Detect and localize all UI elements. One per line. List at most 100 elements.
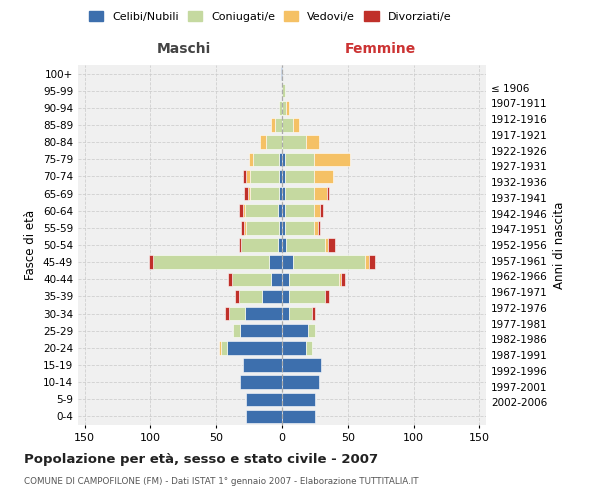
Bar <box>282 307 289 320</box>
Bar <box>289 307 312 320</box>
Legend: Celibi/Nubili, Coniugati/e, Vedovi/e, Divorziati/e: Celibi/Nubili, Coniugati/e, Vedovi/e, Di… <box>86 8 454 25</box>
Bar <box>282 101 286 114</box>
Bar <box>282 118 293 132</box>
Bar <box>232 272 271 286</box>
Bar <box>314 152 350 166</box>
Text: Maschi: Maschi <box>157 42 211 56</box>
Bar <box>260 136 266 149</box>
Y-axis label: Anni di nascita: Anni di nascita <box>553 202 566 288</box>
Bar <box>305 341 312 354</box>
Bar <box>282 324 308 338</box>
Bar <box>239 238 241 252</box>
Bar <box>282 341 305 354</box>
Bar <box>233 324 240 338</box>
Bar <box>269 256 282 269</box>
Bar <box>314 204 320 218</box>
Bar <box>227 341 282 354</box>
Bar <box>293 118 299 132</box>
Bar <box>281 67 282 80</box>
Bar <box>282 221 284 234</box>
Bar <box>327 187 329 200</box>
Bar <box>325 290 329 303</box>
Bar <box>250 187 280 200</box>
Bar <box>247 170 250 183</box>
Bar <box>253 152 280 166</box>
Text: COMUNE DI CAMPOFILONE (FM) - Dati ISTAT 1° gennaio 2007 - Elaborazione TUTTITALI: COMUNE DI CAMPOFILONE (FM) - Dati ISTAT … <box>24 478 419 486</box>
Bar <box>278 238 282 252</box>
Bar <box>282 238 286 252</box>
Bar <box>244 221 247 234</box>
Bar <box>286 101 289 114</box>
Bar <box>250 170 280 183</box>
Bar <box>240 324 282 338</box>
Y-axis label: Fasce di età: Fasce di età <box>25 210 37 280</box>
Bar <box>282 392 315 406</box>
Bar <box>149 256 153 269</box>
Bar <box>284 170 314 183</box>
Bar <box>226 307 229 320</box>
Bar <box>249 152 253 166</box>
Bar <box>271 118 275 132</box>
Bar <box>282 358 322 372</box>
Bar <box>282 272 289 286</box>
Bar <box>240 376 282 389</box>
Bar <box>280 170 282 183</box>
Bar <box>320 204 323 218</box>
Bar <box>282 152 284 166</box>
Bar <box>289 290 325 303</box>
Bar <box>328 238 335 252</box>
Bar <box>282 290 289 303</box>
Bar <box>275 118 282 132</box>
Bar <box>248 187 250 200</box>
Bar <box>247 221 280 234</box>
Bar <box>219 341 221 354</box>
Bar <box>305 136 319 149</box>
Bar <box>308 324 315 338</box>
Text: Femmine: Femmine <box>344 42 416 56</box>
Bar <box>245 204 278 218</box>
Bar <box>235 290 239 303</box>
Bar <box>239 204 242 218</box>
Bar <box>242 170 247 183</box>
Bar <box>341 272 345 286</box>
Bar <box>280 187 282 200</box>
Bar <box>284 221 314 234</box>
Bar <box>282 187 284 200</box>
Bar <box>278 204 282 218</box>
Bar <box>312 307 315 320</box>
Bar <box>282 410 315 423</box>
Bar <box>228 272 232 286</box>
Bar <box>271 272 282 286</box>
Bar <box>314 170 334 183</box>
Bar <box>280 152 282 166</box>
Bar <box>286 238 325 252</box>
Bar <box>153 256 269 269</box>
Bar <box>282 204 284 218</box>
Bar <box>242 204 245 218</box>
Text: Popolazione per età, sesso e stato civile - 2007: Popolazione per età, sesso e stato civil… <box>24 452 378 466</box>
Bar <box>282 170 284 183</box>
Bar <box>262 290 282 303</box>
Bar <box>317 221 320 234</box>
Bar <box>241 221 244 234</box>
Bar <box>280 101 282 114</box>
Bar <box>369 256 376 269</box>
Bar <box>266 136 282 149</box>
Bar <box>314 221 317 234</box>
Bar <box>247 392 282 406</box>
Bar <box>289 272 338 286</box>
Bar <box>282 136 305 149</box>
Bar <box>282 376 319 389</box>
Bar <box>293 256 365 269</box>
Bar <box>284 152 314 166</box>
Bar <box>245 307 282 320</box>
Bar <box>338 272 341 286</box>
Bar <box>282 256 293 269</box>
Bar <box>242 358 282 372</box>
Bar <box>244 187 248 200</box>
Bar <box>280 221 282 234</box>
Bar <box>284 204 314 218</box>
Bar <box>241 238 278 252</box>
Bar <box>365 256 369 269</box>
Bar <box>247 410 282 423</box>
